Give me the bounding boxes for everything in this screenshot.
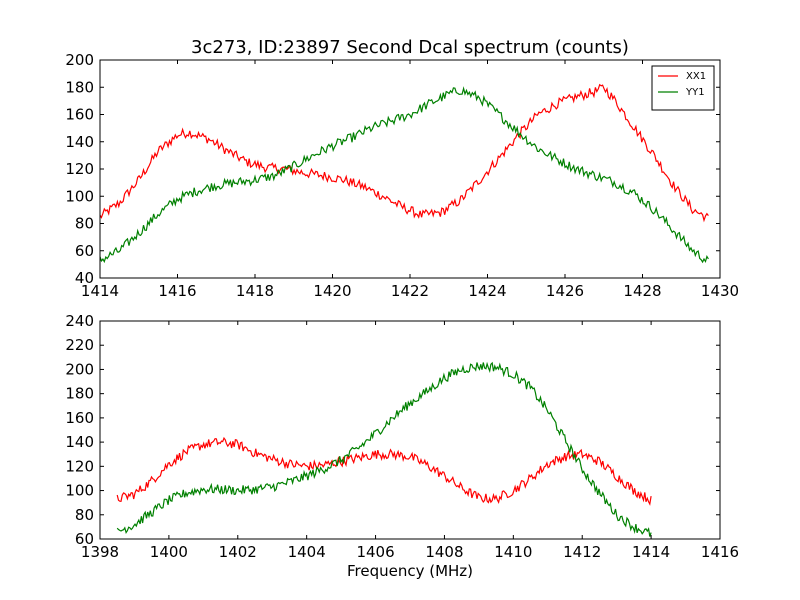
bottom-plot: 1398 1400 1402 1404 1406 1408 1410 1412 1414 1416… (65, 312, 739, 561)
y-tick-label: 80 (75, 506, 94, 524)
x-tick-label: 1430 (701, 282, 739, 300)
y-tick-label: 60 (75, 530, 94, 548)
x-tick-label: 1426 (546, 282, 584, 300)
legend-label: YY1 (685, 87, 705, 98)
x-tick-label: 1422 (391, 282, 429, 300)
x-tick-label: 1424 (468, 282, 506, 300)
y-tick-label: 180 (65, 78, 94, 96)
x-tick-label: 1406 (356, 543, 394, 561)
x-tick-label: 1398 (81, 543, 119, 561)
x-tick-label: 1400 (150, 543, 188, 561)
x-tick-label: 1420 (313, 282, 351, 300)
x-tick-label: 1402 (219, 543, 257, 561)
y-tick-label: 60 (75, 242, 94, 260)
x-tick-label: 1410 (494, 543, 532, 561)
x-tick-label: 1414 (632, 543, 670, 561)
x-tick-label: 1408 (425, 543, 463, 561)
x-tick-label: 1416 (158, 282, 196, 300)
series-line-xx1 (100, 83, 709, 223)
y-tick-label: 220 (65, 336, 94, 354)
y-tick-label: 240 (65, 312, 94, 330)
series-line-yy1 (100, 86, 709, 264)
y-tick-label: 200 (65, 360, 94, 378)
y-tick-label: 160 (65, 409, 94, 427)
series-line-green (116, 361, 652, 537)
y-tick-label: 100 (65, 482, 94, 500)
x-tick-label: 1414 (81, 282, 119, 300)
y-tick-label: 140 (65, 133, 94, 151)
legend-label: XX1 (686, 71, 706, 82)
y-tick-label: 120 (65, 160, 94, 178)
y-tick-label: 180 (65, 385, 94, 403)
x-tick-label: 1418 (236, 282, 274, 300)
y-tick-label: 120 (65, 457, 94, 475)
x-tick-label: 1404 (288, 543, 326, 561)
x-tick-label: 1412 (563, 543, 601, 561)
x-tick-label: 1416 (701, 543, 739, 561)
series-line-red (116, 436, 652, 506)
top-plot: 1414 1416 1418 1420 1422 1424 1426 1428 1430 40 60… (65, 51, 739, 300)
chart-title: 3c273, ID:23897 Second Dcal spectrum (co… (191, 37, 629, 58)
x-axis-label: Frequency (MHz) (347, 562, 473, 580)
plot-frame (99, 320, 721, 540)
y-tick-label: 140 (65, 433, 94, 451)
y-tick-label: 200 (65, 51, 94, 69)
y-tick-label: 80 (75, 215, 94, 233)
y-tick-label: 100 (65, 187, 94, 205)
y-tick-label: 40 (75, 269, 94, 287)
x-tick-label: 1428 (623, 282, 661, 300)
y-tick-label: 160 (65, 106, 94, 124)
